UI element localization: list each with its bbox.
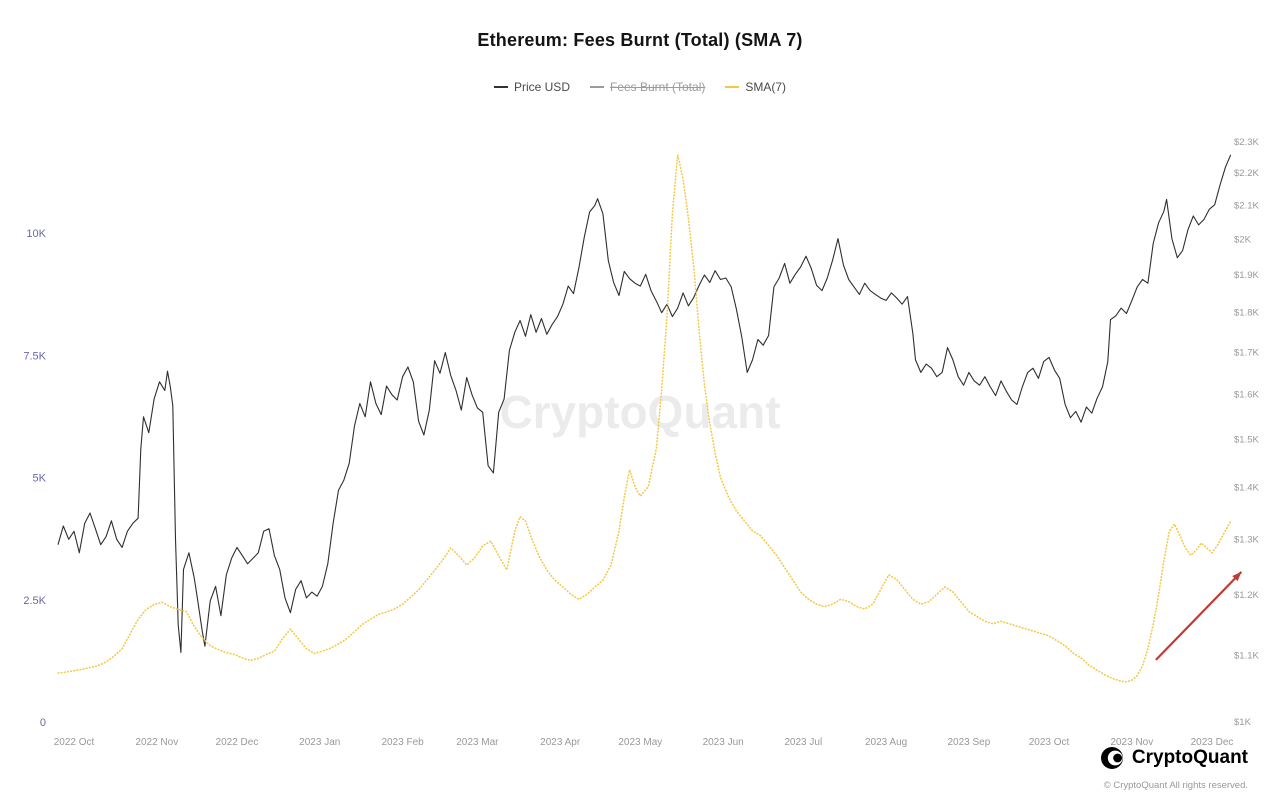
right-axis-tick-label: $1.1K [1234,651,1259,662]
trend-arrow [1155,571,1243,661]
x-axis-tick-label: 2023 Mar [456,737,499,748]
chart-title: Ethereum: Fees Burnt (Total) (SMA 7) [477,30,803,50]
x-axis-tick-label: 2023 Feb [381,737,424,748]
right-axis-tick-label: $1K [1234,717,1252,728]
price-usd-line-marker [493,86,508,88]
sma-7-line [57,154,1232,683]
x-axis-tick-label: 2023 Aug [865,737,907,748]
x-axis-tick-label: 2023 Dec [1191,737,1234,748]
left-axis-tick-label: 7.5K [23,350,46,362]
right-axis-tick-label: $1.3K [1234,534,1259,545]
left-axis-tick-label: 5K [33,473,47,485]
right-axis-tick-label: $1.8K [1234,308,1259,319]
footer-brand-text: CryptoQuant [1131,747,1248,768]
legend-label-fees-burnt-total: Fees Burnt (Total) [609,80,706,94]
x-axis-tick-label: 2022 Oct [54,737,95,748]
x-axis-tick-label: 2023 Jul [784,737,822,748]
legend-label-sma7: SMA(7) [745,80,787,94]
right-axis-tick-label: $1.9K [1234,270,1259,281]
legend: Price USD Fees Burnt (Total) SMA(7) [0,80,1280,94]
footer-copyright: © CryptoQuant All rights reserved. [1103,780,1248,791]
left-axis-tick-label: 0 [40,717,46,729]
x-axis-tick-label: 2023 Jun [703,737,744,748]
right-axis-tick-label: $1.6K [1234,390,1259,401]
footer-brand: CryptoQuant [1100,746,1248,770]
watermark: CryptoQuant [499,386,780,438]
left-axis-tick-label: 10K [26,228,46,240]
x-axis-tick-label: 2022 Dec [216,737,259,748]
x-axis-tick-label: 2023 Nov [1110,737,1153,748]
right-axis-tick-label: $1.4K [1234,483,1259,494]
trend-arrow-head [1232,571,1242,582]
right-axis-tick-label: $1.7K [1234,347,1259,358]
sma7-line-marker [725,86,740,88]
cryptoquant-logo-icon [1100,747,1123,769]
legend-label-price-usd: Price USD [513,80,570,94]
x-axis-tick-label: 2023 Apr [540,737,581,748]
x-axis-tick-label: 2023 May [618,737,662,748]
right-axis-tick-label: $2K [1234,234,1252,245]
right-axis-tick-label: $2.1K [1234,200,1259,211]
price-usd-line [57,154,1232,654]
x-axis-tick-label: 2023 Oct [1029,737,1070,748]
right-axis-tick-label: $2.2K [1234,168,1259,179]
legend-item-sma7[interactable]: SMA(7) [725,80,786,94]
x-axis-tick-label: 2023 Sep [947,737,990,748]
left-axis-tick-label: 2.5K [23,595,46,607]
right-axis-tick-label: $1.5K [1234,435,1259,446]
right-axis-tick-label: $1.2K [1234,590,1259,601]
x-axis-tick-label: 2023 Jan [299,737,340,748]
right-axis-tick-label: $2.3K [1234,137,1259,148]
legend-item-price-usd[interactable]: Price USD [493,80,570,94]
x-axis-tick-label: 2022 Nov [135,737,178,748]
fees-burnt-line-marker [589,86,604,88]
legend-item-fees-burnt-total[interactable]: Fees Burnt (Total) [589,80,706,94]
